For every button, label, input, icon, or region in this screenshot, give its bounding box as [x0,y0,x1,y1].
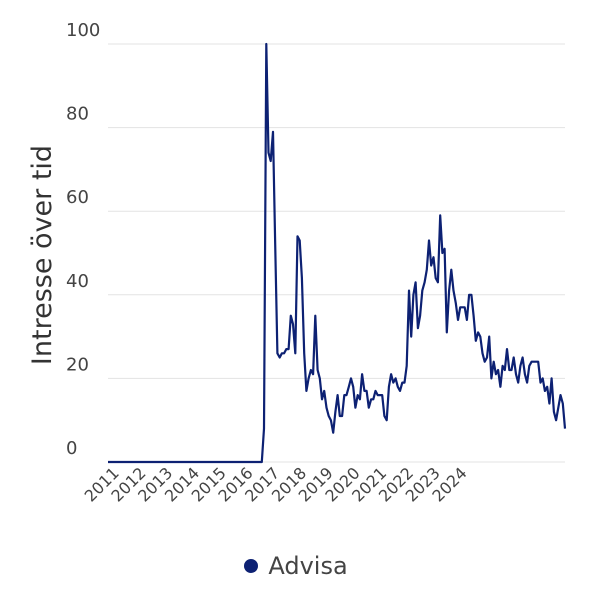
y-tick-label: 40 [66,271,89,292]
legend-item-advisa[interactable]: Advisa [244,552,348,580]
series-line-advisa [108,42,567,464]
y-tick-label: 0 [66,438,77,459]
y-tick-label: 60 [66,187,89,208]
gridlines [108,43,565,463]
legend-dot-icon [244,559,259,573]
y-axis-label: Intresse över tid [27,145,58,365]
legend-label: Advisa [268,552,348,580]
y-tick-label: 20 [66,354,89,375]
y-axis-ticks: 0 20 40 60 80 100 [66,20,100,459]
x-axis-ticks: 2011201220132014201520162017201820192020… [81,463,471,505]
legend: Advisa [0,552,600,580]
y-tick-label: 100 [66,20,100,41]
y-tick-label: 80 [66,104,89,125]
